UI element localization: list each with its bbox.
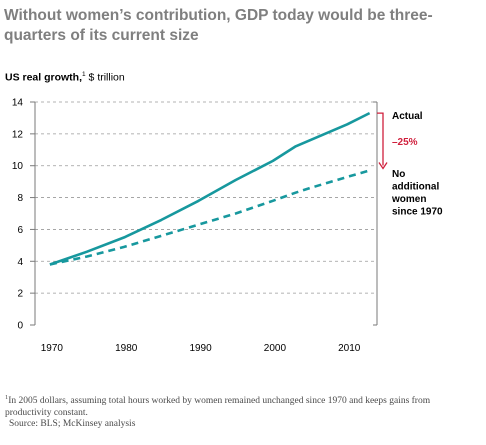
y-tick-label: 4: [17, 257, 23, 268]
difference-arrowhead: [378, 162, 388, 170]
x-tick-label: 1980: [115, 343, 138, 354]
series-line-actual: [49, 111, 371, 266]
series-label-actual: Actual: [392, 111, 423, 122]
y-tick-label: 14: [12, 98, 24, 109]
y-tick-label: 8: [17, 193, 23, 204]
y-tick-label: 6: [17, 225, 23, 236]
difference-bracket: [377, 112, 384, 166]
y-tick-label: 2: [17, 289, 23, 300]
y-tick-label: 10: [12, 161, 24, 172]
footnote-reference: 1: [82, 71, 86, 78]
y-tick-label: 0: [17, 321, 23, 332]
footnote-text: In 2005 dollars, assuming total hours wo…: [5, 396, 431, 419]
chart-title: Without women’s contribution, GDP today …: [4, 7, 433, 44]
footnote-marker: 1: [5, 394, 9, 401]
difference-label: –25%: [392, 137, 418, 148]
x-tick-label: 1970: [41, 343, 64, 354]
x-tick-label: 2000: [264, 343, 287, 354]
source-note: Source: BLS; McKinsey analysis: [9, 419, 136, 429]
subtitle-label: US real growth,: [5, 71, 83, 84]
x-tick-label: 1990: [189, 343, 212, 354]
subtitle-unit: $ trillion: [85, 71, 125, 84]
y-tick-label: 12: [12, 129, 24, 140]
footnote: 1In 2005 dollars, assuming total hours w…: [5, 392, 475, 419]
x-tick-label: 2010: [338, 343, 361, 354]
series-line-no-additional-women: [49, 169, 370, 266]
series-label-no-additional-women: No additional women since 1970: [391, 169, 443, 218]
line-chart: 0 2 4 6 8 10 12 14 1970 1980 1990 2000 2010 Actual No …: [12, 98, 443, 355]
chart-subtitle: US real growth,1 $ trillion: [5, 71, 125, 84]
